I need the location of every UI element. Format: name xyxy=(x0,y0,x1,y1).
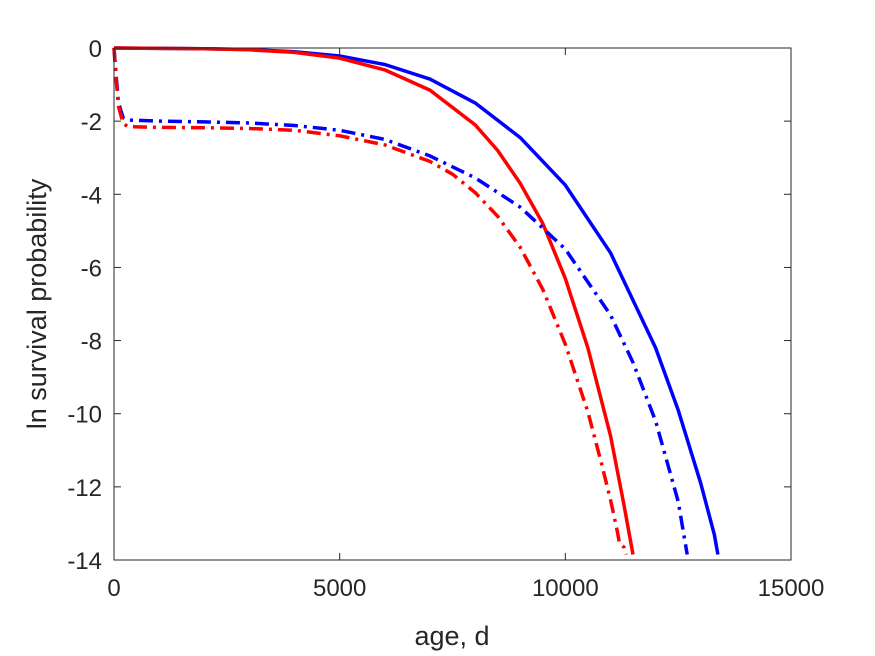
series-line-2 xyxy=(113,46,635,555)
y-tick-label: -12 xyxy=(67,475,102,502)
y-tick-label: -2 xyxy=(81,109,102,136)
y-tick-label: -10 xyxy=(67,402,102,429)
series-line-1 xyxy=(113,46,720,555)
axes-box xyxy=(113,47,792,561)
y-tick-label: -4 xyxy=(81,182,102,209)
y-axis-label: ln survival probability xyxy=(22,178,52,429)
y-tick-label: -14 xyxy=(67,548,102,575)
x-tick-label: 10000 xyxy=(532,575,599,602)
series-line-4 xyxy=(112,47,628,556)
x-axis-label: age, d xyxy=(414,621,489,651)
x-tick-label: 15000 xyxy=(758,575,825,602)
y-tick-label: -6 xyxy=(81,255,102,282)
x-tick-label: 5000 xyxy=(313,575,366,602)
x-tick-label: 0 xyxy=(107,575,120,602)
y-tick-label: -8 xyxy=(81,329,102,356)
ticks-layer: 0 5000 10000 15000 0 -2 -4 -6 -8 -10 -12 -14 xyxy=(67,36,824,602)
series-layer xyxy=(112,46,720,556)
y-tick-label: 0 xyxy=(89,36,102,63)
series-line-3 xyxy=(112,47,689,555)
